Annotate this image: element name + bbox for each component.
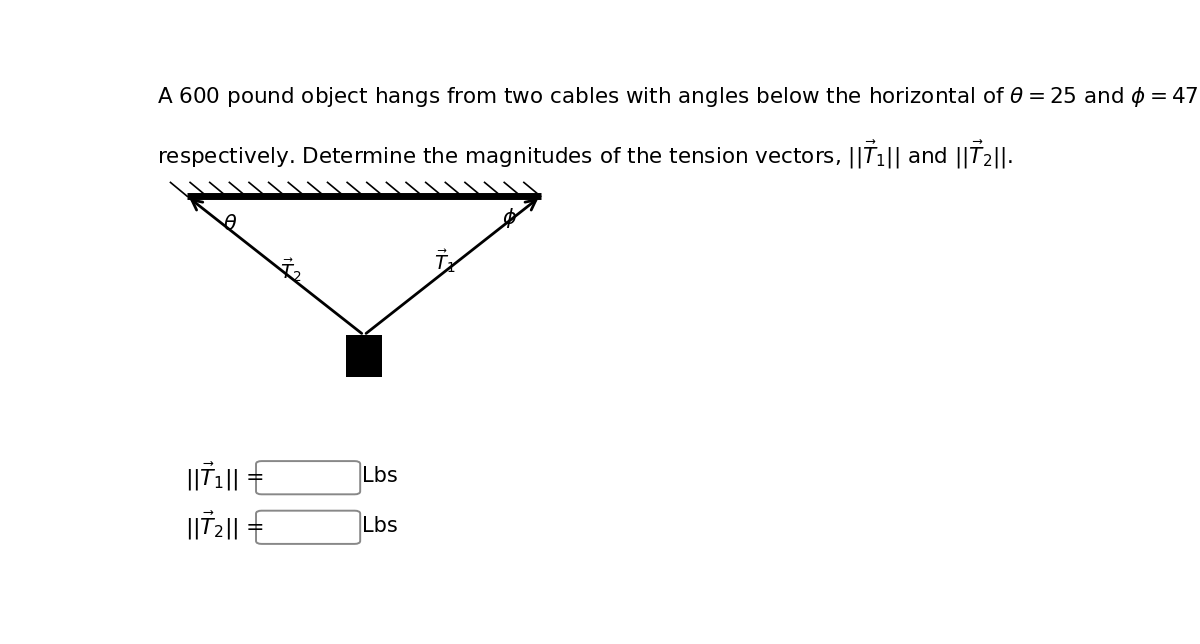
Text: $||\vec{T}_1||$: $||\vec{T}_1||$: [185, 460, 239, 493]
Text: Lbs: Lbs: [362, 466, 397, 486]
Text: $\phi$: $\phi$: [503, 206, 517, 230]
Text: A 600 pound object hangs from two cables with angles below the horizontal of $\t: A 600 pound object hangs from two cables…: [157, 85, 1199, 109]
Text: $=$: $=$: [241, 466, 264, 486]
Text: respectively. Determine the magnitudes of the tension vectors, $||\vec{T}_1||$ a: respectively. Determine the magnitudes o…: [157, 139, 1014, 171]
Text: $||\vec{T}_2||$: $||\vec{T}_2||$: [185, 510, 239, 542]
Text: $=$: $=$: [241, 516, 264, 536]
Text: $\vec{T}_1$: $\vec{T}_1$: [433, 247, 455, 274]
FancyBboxPatch shape: [256, 511, 360, 544]
Bar: [347, 335, 382, 377]
Text: $\theta$: $\theta$: [222, 214, 236, 234]
Text: $\vec{T}_2$: $\vec{T}_2$: [281, 257, 301, 285]
FancyBboxPatch shape: [256, 461, 360, 495]
Text: Lbs: Lbs: [362, 516, 397, 536]
